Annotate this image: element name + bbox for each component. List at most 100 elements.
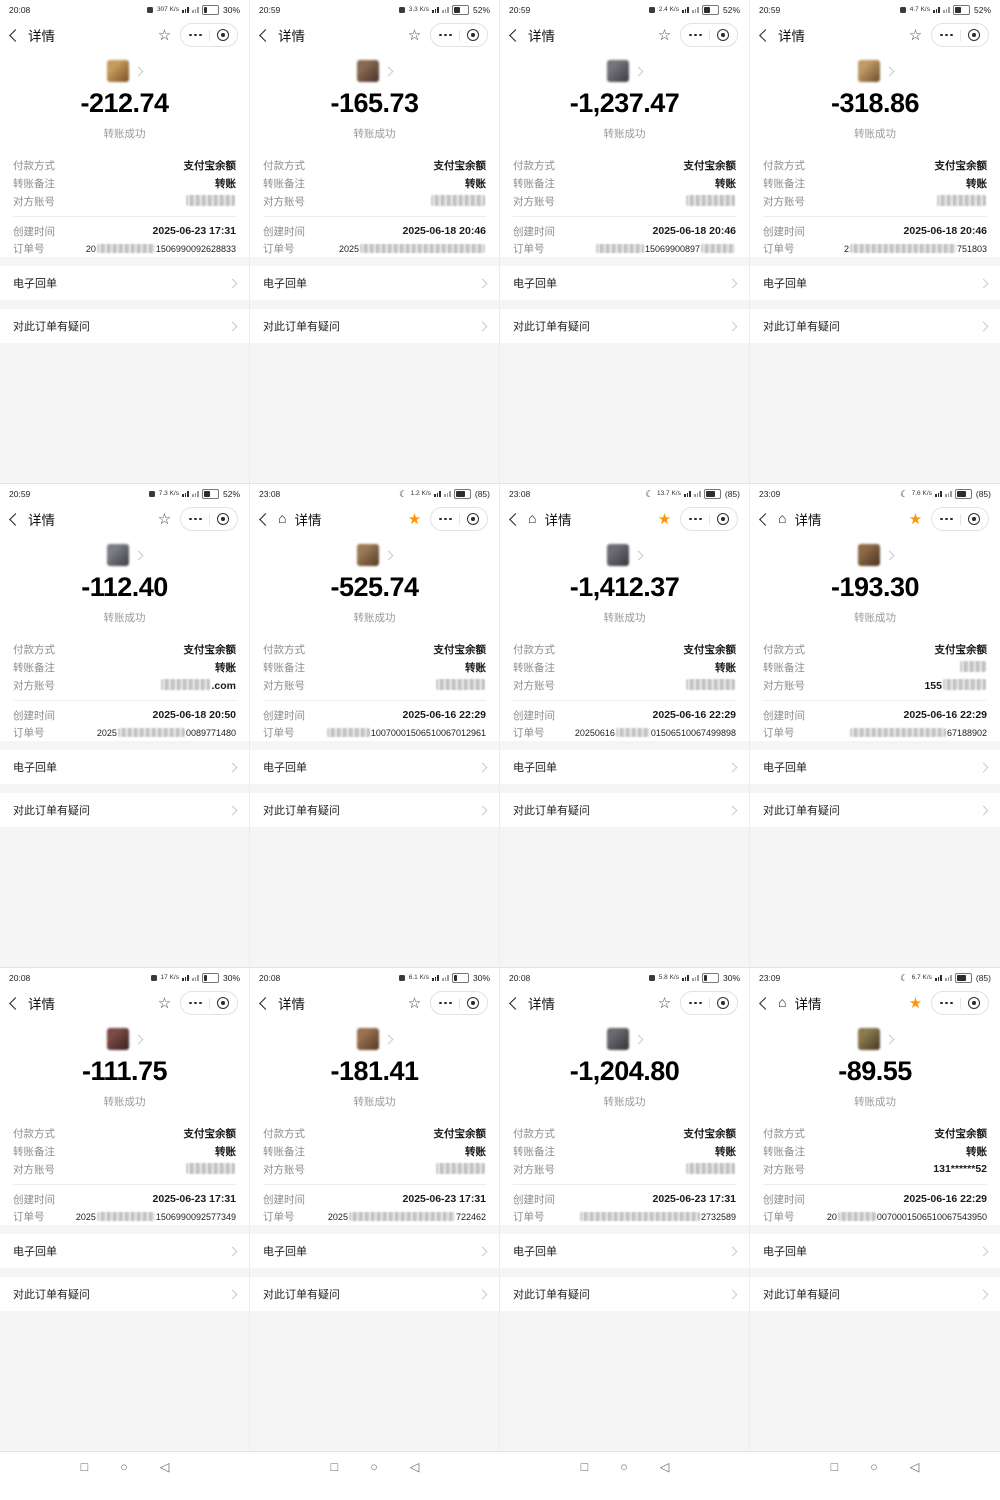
back-button[interactable] [259, 512, 272, 526]
home-icon[interactable]: ⌂ [278, 510, 287, 526]
home-button[interactable]: ○ [870, 1460, 878, 1474]
back-button[interactable]: ◁ [159, 1460, 170, 1474]
more-menu-icon[interactable] [940, 1001, 953, 1005]
payee-row[interactable] [250, 1027, 499, 1051]
favorite-star-icon[interactable]: ☆ [657, 26, 672, 44]
receipt-row[interactable]: 电子回单 [500, 750, 749, 784]
recents-button[interactable]: □ [80, 1460, 89, 1474]
back-button[interactable]: ◁ [409, 1460, 420, 1474]
question-row[interactable]: 对此订单有疑问 [750, 1277, 1000, 1311]
back-button[interactable] [9, 512, 22, 526]
question-row[interactable]: 对此订单有疑问 [250, 793, 499, 827]
back-button[interactable] [509, 996, 522, 1010]
question-row[interactable]: 对此订单有疑问 [500, 1277, 749, 1311]
payee-row[interactable] [0, 1027, 249, 1051]
question-row[interactable]: 对此订单有疑问 [0, 309, 249, 343]
more-menu-icon[interactable] [940, 517, 953, 521]
back-button[interactable] [759, 512, 772, 526]
favorite-star-icon[interactable]: ☆ [908, 26, 923, 44]
question-row[interactable]: 对此订单有疑问 [0, 1277, 249, 1311]
back-button[interactable]: ◁ [659, 1460, 670, 1474]
payee-row[interactable] [0, 59, 249, 83]
back-button[interactable] [9, 996, 22, 1010]
home-button[interactable]: ○ [120, 1460, 128, 1474]
back-button[interactable] [259, 28, 272, 42]
close-miniapp-icon[interactable] [217, 997, 229, 1009]
payee-row[interactable] [0, 543, 249, 567]
receipt-row[interactable]: 电子回单 [750, 266, 1000, 300]
question-row[interactable]: 对此订单有疑问 [250, 309, 499, 343]
favorite-star-icon[interactable]: ☆ [407, 994, 422, 1012]
back-button[interactable] [259, 996, 272, 1010]
question-row[interactable]: 对此订单有疑问 [750, 793, 1000, 827]
receipt-row[interactable]: 电子回单 [750, 750, 1000, 784]
favorite-star-icon[interactable]: ★ [407, 510, 422, 528]
close-miniapp-icon[interactable] [217, 513, 229, 525]
recents-button[interactable]: □ [580, 1460, 589, 1474]
home-button[interactable]: ○ [620, 1460, 628, 1474]
back-button[interactable] [509, 512, 522, 526]
more-menu-icon[interactable] [689, 1001, 702, 1005]
payee-row[interactable] [500, 59, 749, 83]
more-menu-icon[interactable] [439, 517, 452, 521]
more-menu-icon[interactable] [189, 33, 202, 37]
payee-row[interactable] [250, 59, 499, 83]
receipt-row[interactable]: 电子回单 [750, 1234, 1000, 1268]
more-menu-icon[interactable] [189, 517, 202, 521]
receipt-row[interactable]: 电子回单 [500, 1234, 749, 1268]
favorite-star-icon[interactable]: ☆ [657, 994, 672, 1012]
receipt-row[interactable]: 电子回单 [500, 266, 749, 300]
payee-row[interactable] [500, 543, 749, 567]
question-row[interactable]: 对此订单有疑问 [500, 309, 749, 343]
favorite-star-icon[interactable]: ★ [657, 510, 672, 528]
home-icon[interactable]: ⌂ [528, 510, 537, 526]
close-miniapp-icon[interactable] [467, 29, 479, 41]
close-miniapp-icon[interactable] [968, 513, 980, 525]
home-icon[interactable]: ⌂ [778, 510, 787, 526]
favorite-star-icon[interactable]: ☆ [157, 994, 172, 1012]
back-button[interactable] [509, 28, 522, 42]
close-miniapp-icon[interactable] [717, 513, 729, 525]
close-miniapp-icon[interactable] [717, 29, 729, 41]
close-miniapp-icon[interactable] [717, 997, 729, 1009]
payee-row[interactable] [750, 1027, 1000, 1051]
receipt-row[interactable]: 电子回单 [0, 1234, 249, 1268]
receipt-row[interactable]: 电子回单 [0, 750, 249, 784]
question-row[interactable]: 对此订单有疑问 [0, 793, 249, 827]
more-menu-icon[interactable] [689, 517, 702, 521]
payee-row[interactable] [500, 1027, 749, 1051]
payee-row[interactable] [750, 543, 1000, 567]
back-button[interactable] [759, 28, 772, 42]
favorite-star-icon[interactable]: ☆ [157, 26, 172, 44]
payee-row[interactable] [750, 59, 1000, 83]
receipt-row[interactable]: 电子回单 [250, 266, 499, 300]
more-menu-icon[interactable] [940, 33, 953, 37]
favorite-star-icon[interactable]: ★ [908, 510, 923, 528]
close-miniapp-icon[interactable] [467, 997, 479, 1009]
back-button[interactable] [759, 996, 772, 1010]
receipt-row[interactable]: 电子回单 [250, 1234, 499, 1268]
home-button[interactable]: ○ [370, 1460, 378, 1474]
more-menu-icon[interactable] [189, 1001, 202, 1005]
close-miniapp-icon[interactable] [968, 29, 980, 41]
question-row[interactable]: 对此订单有疑问 [250, 1277, 499, 1311]
close-miniapp-icon[interactable] [217, 29, 229, 41]
favorite-star-icon[interactable]: ★ [908, 994, 923, 1012]
receipt-row[interactable]: 电子回单 [0, 266, 249, 300]
more-menu-icon[interactable] [689, 33, 702, 37]
question-row[interactable]: 对此订单有疑问 [750, 309, 1000, 343]
home-icon[interactable]: ⌂ [778, 994, 787, 1010]
more-menu-icon[interactable] [439, 1001, 452, 1005]
back-button[interactable]: ◁ [909, 1460, 920, 1474]
payee-row[interactable] [250, 543, 499, 567]
close-miniapp-icon[interactable] [467, 513, 479, 525]
favorite-star-icon[interactable]: ☆ [407, 26, 422, 44]
recents-button[interactable]: □ [330, 1460, 339, 1474]
question-row[interactable]: 对此订单有疑问 [500, 793, 749, 827]
receipt-row[interactable]: 电子回单 [250, 750, 499, 784]
back-button[interactable] [9, 28, 22, 42]
recents-button[interactable]: □ [830, 1460, 839, 1474]
more-menu-icon[interactable] [439, 33, 452, 37]
close-miniapp-icon[interactable] [968, 997, 980, 1009]
favorite-star-icon[interactable]: ☆ [157, 510, 172, 528]
